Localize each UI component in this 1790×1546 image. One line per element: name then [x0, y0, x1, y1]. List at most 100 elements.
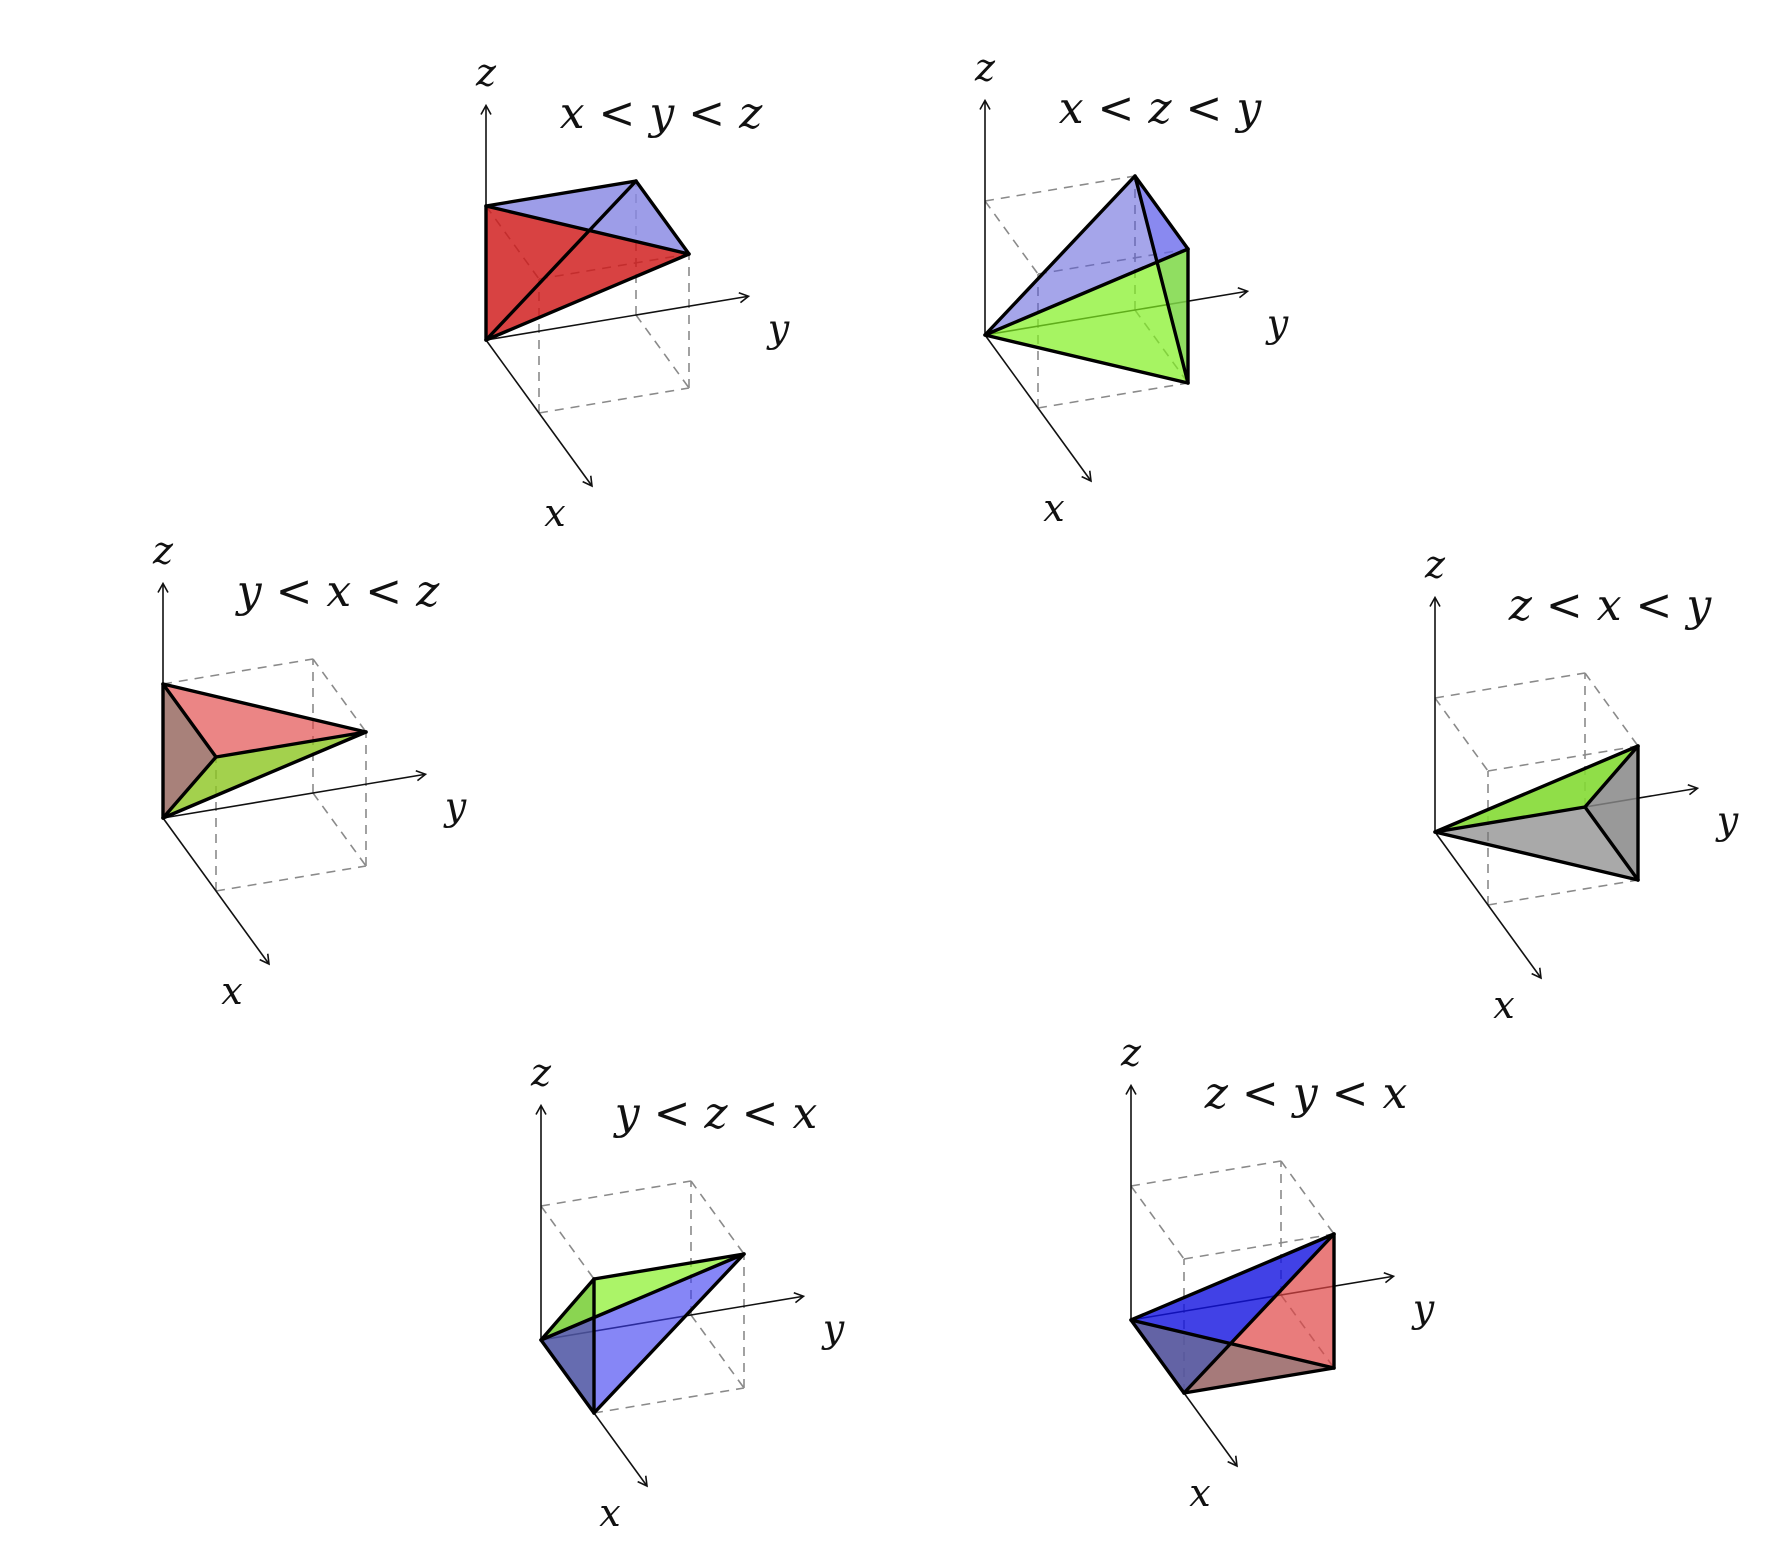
tetrahedron-faces [486, 181, 689, 340]
tetrahedron-edge [1583, 805, 1640, 882]
tetrahedron-faces [541, 1254, 744, 1413]
y-axis-label: y [1411, 1286, 1435, 1330]
panel-title: z < y < x [1204, 1068, 1408, 1119]
y-axis-label: y [766, 306, 790, 350]
tetrahedron-edge [1182, 1232, 1336, 1395]
tetrahedron-edge [1433, 830, 1640, 882]
x-axis-label: x [1189, 1471, 1210, 1515]
cube-edge [593, 1387, 745, 1414]
x-axis-label: x [221, 969, 242, 1013]
cube-edge [162, 658, 314, 685]
cube-edge [984, 175, 1136, 202]
face-red [486, 206, 689, 340]
panel-title: x < z < y [1059, 83, 1263, 134]
tetrahedron-edge [1133, 174, 1190, 251]
tetrahedron-edge [592, 1252, 746, 1415]
axes: x y z [1120, 1031, 1435, 1516]
cube-edge [1130, 1160, 1282, 1187]
panel-title: z < x < y [1508, 580, 1713, 631]
x-axis [984, 334, 1092, 483]
tetrahedron-edge [1182, 1366, 1336, 1395]
z-axis-label: z [974, 46, 996, 90]
tetrahedron-edges [484, 179, 691, 342]
cube-edge [1434, 672, 1586, 699]
cube-edge [1434, 697, 1489, 772]
panel-xzy: x y z x < z < y [974, 46, 1289, 531]
tetrahedron-edges [983, 174, 1190, 385]
panel-title: x < y < z [560, 88, 763, 139]
panel-yxz: x y z y < x < z [152, 529, 467, 1014]
tetrahedron-edge [1433, 744, 1640, 834]
panel-yzx: x y z y < z < x [530, 1051, 845, 1536]
cube-edge [690, 1314, 745, 1389]
tetrahedron-edge [983, 333, 1190, 385]
x-axis [485, 339, 593, 488]
tetrahedron-edge [484, 179, 638, 208]
z-axis-label: z [530, 1051, 552, 1095]
cube-edge [635, 314, 690, 389]
tetrahedron-edge [1433, 805, 1587, 834]
y-axis-label: y [443, 784, 467, 828]
tetrahedron-edge [484, 204, 691, 256]
tetrahedron-edge [1129, 1318, 1186, 1395]
x-axis-label: x [544, 491, 565, 535]
y-axis [485, 292, 751, 341]
face-green [985, 249, 1188, 383]
cube-edge [690, 1180, 745, 1255]
cube-edge [1130, 1185, 1185, 1260]
tetrahedron-edge [539, 1338, 596, 1415]
z-axis-label: z [1424, 543, 1446, 587]
cube-edge [215, 865, 367, 892]
face-blue [985, 176, 1188, 335]
z-axis-label: z [152, 529, 174, 573]
tetrahedron-edge [484, 179, 638, 342]
tetrahedron-faces [163, 684, 366, 818]
y-axis-label: y [1715, 798, 1739, 842]
x-axis-label: x [1493, 983, 1514, 1027]
y-axis-label: y [1265, 301, 1289, 345]
panel-title: y < z < x [613, 1088, 818, 1139]
tetrahedron-edge [983, 247, 1190, 337]
cube-edge [984, 200, 1039, 275]
cube-edge [1487, 879, 1639, 906]
cube-edge [540, 1180, 692, 1207]
axes: x y z [530, 1051, 845, 1536]
cube-edge [1584, 672, 1639, 747]
tetrahedron-edges [161, 682, 368, 820]
tetrahedron-edge [161, 730, 368, 820]
panel-zyx: x y z z < y < x [1120, 1031, 1435, 1516]
tetrahedron-edge [539, 1252, 746, 1342]
panel-title: y < x < z [235, 566, 440, 617]
cube-edge [1037, 382, 1189, 409]
tetrahedron-edge [1133, 174, 1190, 385]
cube-edge [538, 387, 690, 414]
x-axis [162, 817, 270, 966]
x-axis [1434, 831, 1542, 980]
y-axis-label: y [821, 1306, 845, 1350]
z-axis-label: z [475, 51, 497, 95]
tetrahedron-edges [539, 1252, 746, 1415]
tetrahedron-edge [1583, 744, 1640, 809]
tetrahedron-edge [484, 252, 691, 342]
panel-zxy: x y z z < x < y [1424, 543, 1739, 1028]
x-axis-label: x [599, 1491, 620, 1535]
tetrahedron-edges [1433, 744, 1640, 882]
x-axis-label: x [1043, 486, 1064, 530]
tetrahedron-faces [1131, 1234, 1334, 1393]
tetrahedron-edge [983, 174, 1137, 337]
tetrahedron-edge [1129, 1232, 1336, 1322]
tetrahedron-edge [161, 755, 218, 820]
tetrahedron-edge [214, 730, 368, 759]
tetrahedron-faces [1435, 746, 1638, 880]
cube-edge [1280, 1160, 1335, 1235]
face-brown [163, 684, 216, 818]
cube-edge [540, 1205, 595, 1280]
tetrahedron-edge [539, 1277, 596, 1342]
cube-edge [312, 792, 367, 867]
tetrahedron-edge [161, 682, 218, 759]
tetrahedron-edge [634, 179, 691, 256]
z-axis-label: z [1120, 1031, 1142, 1075]
y-axis [162, 770, 428, 819]
tetrahedron-edges [1129, 1232, 1336, 1395]
